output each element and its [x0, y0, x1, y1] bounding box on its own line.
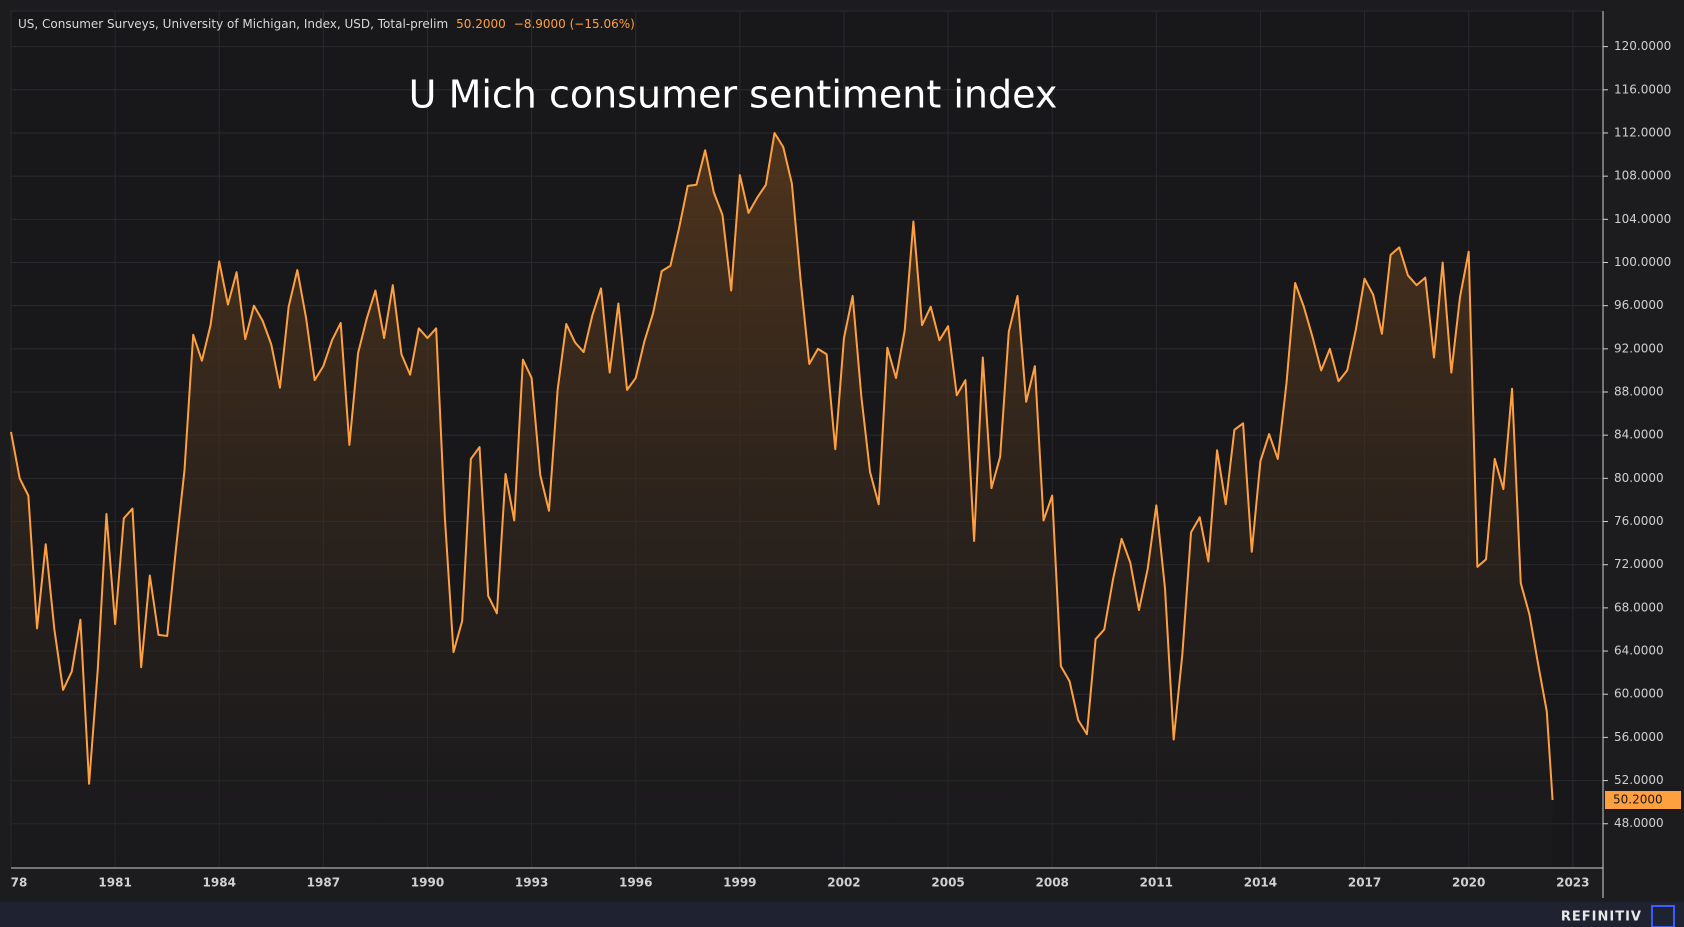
x-tick-label: 1987: [307, 876, 340, 890]
last-value-tag: [1605, 791, 1681, 810]
y-tick-label: 60.0000: [1614, 687, 1664, 701]
x-tick-label: 2017: [1348, 876, 1381, 890]
brand-icon: [1651, 905, 1675, 927]
x-tick-label: 1981: [98, 876, 131, 890]
change: −8.9000 (−15.06%): [514, 17, 635, 31]
y-tick-label: 112.0000: [1614, 125, 1671, 139]
x-tick-label: 2002: [827, 876, 860, 890]
y-tick-label: 72.0000: [1614, 557, 1664, 571]
series-name: US, Consumer Surveys, University of Mich…: [18, 17, 448, 31]
x-tick-label: 2005: [931, 876, 964, 890]
y-tick-label: 92.0000: [1614, 341, 1664, 355]
y-tick-label: 100.0000: [1614, 255, 1671, 269]
y-tick-label: 64.0000: [1614, 644, 1664, 658]
x-tick-label: 1990: [411, 876, 444, 890]
y-tick-label: 48.0000: [1614, 816, 1664, 830]
y-tick-label: 120.0000: [1614, 39, 1671, 53]
y-tick-label: 84.0000: [1614, 428, 1664, 442]
x-tick-label: 2014: [1244, 876, 1277, 890]
x-tick-label: 78: [11, 876, 28, 890]
header: US, Consumer Surveys, University of Mich…: [18, 17, 635, 31]
x-tick-label: 1996: [619, 876, 652, 890]
y-tick-label: 88.0000: [1614, 385, 1664, 399]
x-tick-label: 2008: [1036, 876, 1069, 890]
y-tick-label: 56.0000: [1614, 730, 1664, 744]
x-tick-label: 1999: [723, 876, 756, 890]
x-tick-label: 2011: [1140, 876, 1173, 890]
x-tick-label: 2023: [1556, 876, 1589, 890]
chart-title: U Mich consumer sentiment index: [409, 73, 1058, 117]
y-tick-label: 80.0000: [1614, 471, 1664, 485]
y-tick-label: 68.0000: [1614, 600, 1664, 614]
y-tick-label: 52.0000: [1614, 773, 1664, 787]
y-tick-label: 76.0000: [1614, 514, 1664, 528]
y-tick-label: 108.0000: [1614, 169, 1671, 183]
last-value-label: 50.2000: [1613, 793, 1663, 807]
last-value: 50.2000: [456, 17, 506, 31]
y-tick-label: 96.0000: [1614, 298, 1664, 312]
x-tick-label: 2020: [1452, 876, 1485, 890]
y-tick-label: 116.0000: [1614, 82, 1671, 96]
footer-bar: [0, 902, 1684, 927]
footer-brand: REFINITIV: [1561, 910, 1642, 925]
line: [10, 131, 1554, 801]
x-tick-label: 1984: [203, 876, 236, 890]
x-tick-label: 1993: [515, 876, 548, 890]
y-tick-label: 104.0000: [1614, 212, 1671, 226]
